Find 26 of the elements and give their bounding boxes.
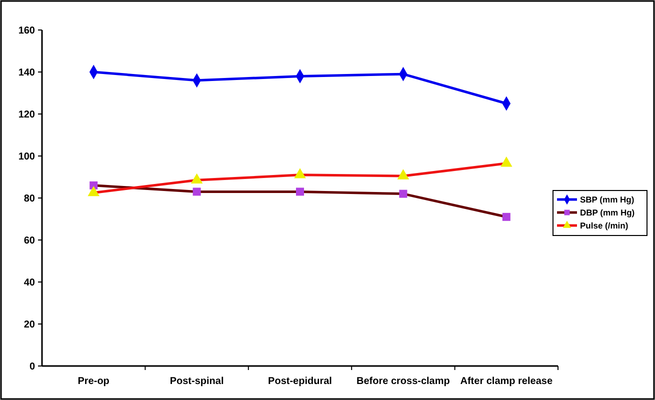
y-tick-label: 0 (29, 362, 36, 372)
y-tick-label: 160 (18, 26, 36, 36)
y-tick-label: 20 (24, 320, 36, 330)
y-tick-label: 40 (24, 278, 36, 288)
y-tick-label: 60 (24, 236, 36, 246)
point (88, 186, 100, 196)
x-tick-label: Before cross-clamp (356, 376, 450, 387)
y-tick-label: 100 (18, 152, 36, 162)
point (399, 190, 408, 198)
y-tick-label: 140 (18, 68, 36, 78)
point (397, 169, 410, 180)
legend-label: SBP (mm Hg) (580, 194, 634, 204)
point (294, 168, 306, 178)
y-tick-label: 120 (18, 110, 36, 120)
point (502, 212, 510, 221)
point (190, 173, 203, 184)
x-tick-label: Post-spinal (170, 376, 224, 387)
x-tick-label: Pre-op (78, 376, 110, 387)
point (296, 188, 304, 196)
y-tick-label: 80 (24, 194, 36, 204)
legend-label: Pulse (/min) (580, 220, 628, 230)
x-tick-label: Post-epidural (268, 376, 332, 387)
x-tick-label: After clamp release (460, 376, 553, 387)
point (192, 188, 201, 196)
legend-label: DBP (mm Hg) (580, 207, 635, 218)
point (500, 156, 512, 167)
